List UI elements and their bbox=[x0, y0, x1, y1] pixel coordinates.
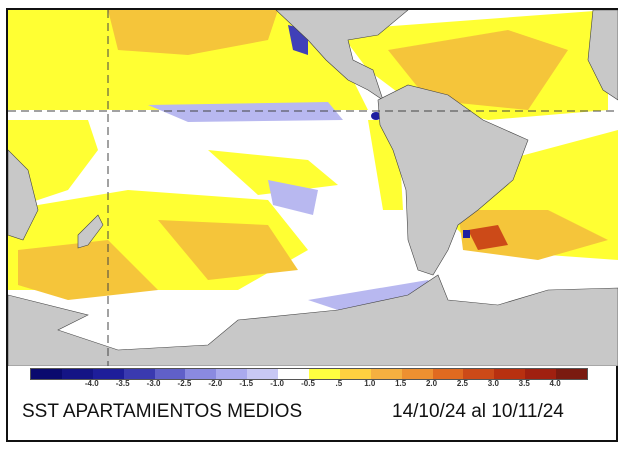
colorbar-segment bbox=[339, 369, 371, 379]
map-title: SST APARTAMIENTOS MEDIOS bbox=[22, 401, 303, 422]
colorbar-segment bbox=[556, 369, 588, 379]
colorbar-segment bbox=[463, 369, 495, 379]
north-america bbox=[275, 10, 409, 101]
colorbar-segment bbox=[432, 369, 464, 379]
colorbar-segment bbox=[401, 369, 433, 379]
australia bbox=[8, 149, 39, 241]
new-zealand bbox=[77, 214, 104, 249]
colorbar-segment bbox=[61, 369, 93, 379]
colorbar-label: 3.5 bbox=[518, 379, 530, 388]
colorbar-segment bbox=[31, 369, 62, 379]
colorbar-segment bbox=[154, 369, 186, 379]
warm-anomalies bbox=[8, 10, 618, 300]
colorbar-label: 2.0 bbox=[425, 379, 438, 388]
colorbar-label: .5 bbox=[335, 379, 343, 388]
colorbar-label: 3.0 bbox=[487, 379, 499, 388]
colorbar-segment bbox=[92, 369, 124, 379]
cool-anomalies bbox=[148, 25, 470, 310]
colorbar-label: -1.5 bbox=[239, 379, 254, 388]
colorbar-labels: -4.0 -3.5 -3.0 -2.5 -2.0 -1.5 -1.0 -0.5 .5 1.0 1.5… bbox=[30, 379, 586, 391]
antarctica bbox=[8, 274, 618, 366]
colorbar-segment bbox=[309, 369, 340, 379]
colorbar-segment bbox=[494, 369, 526, 379]
colorbar-label: -1.0 bbox=[270, 379, 285, 388]
colorbar-label: 1.0 bbox=[364, 379, 376, 388]
colorbar-segment bbox=[247, 369, 279, 379]
colorbar-label: -3.0 bbox=[146, 379, 161, 388]
colorbar-label: 2.5 bbox=[456, 379, 468, 388]
colorbar-segment bbox=[123, 369, 155, 379]
colorbar-segment bbox=[525, 369, 557, 379]
date-range: 14/10/24 al 10/11/24 bbox=[392, 401, 564, 422]
sst-anomaly-map bbox=[8, 10, 618, 366]
colorbar-segment bbox=[216, 369, 248, 379]
colorbar-label: -2.5 bbox=[177, 379, 192, 388]
colorbar-segment bbox=[278, 369, 310, 379]
africa bbox=[587, 10, 618, 101]
colorbar-label: -2.0 bbox=[208, 379, 223, 388]
reference-lines bbox=[8, 10, 618, 366]
land bbox=[8, 10, 618, 366]
colorbar-label: -0.5 bbox=[301, 379, 315, 388]
colorbar-label: -4.0 bbox=[84, 379, 99, 388]
colorbar-label: 1.5 bbox=[395, 379, 407, 388]
colorbar-label: -3.5 bbox=[115, 379, 130, 388]
colorbar bbox=[30, 368, 588, 380]
south-america bbox=[377, 84, 529, 276]
colorbar-segment bbox=[370, 369, 402, 379]
colorbar-label: 4.0 bbox=[549, 379, 561, 388]
colorbar-segment bbox=[185, 369, 217, 379]
